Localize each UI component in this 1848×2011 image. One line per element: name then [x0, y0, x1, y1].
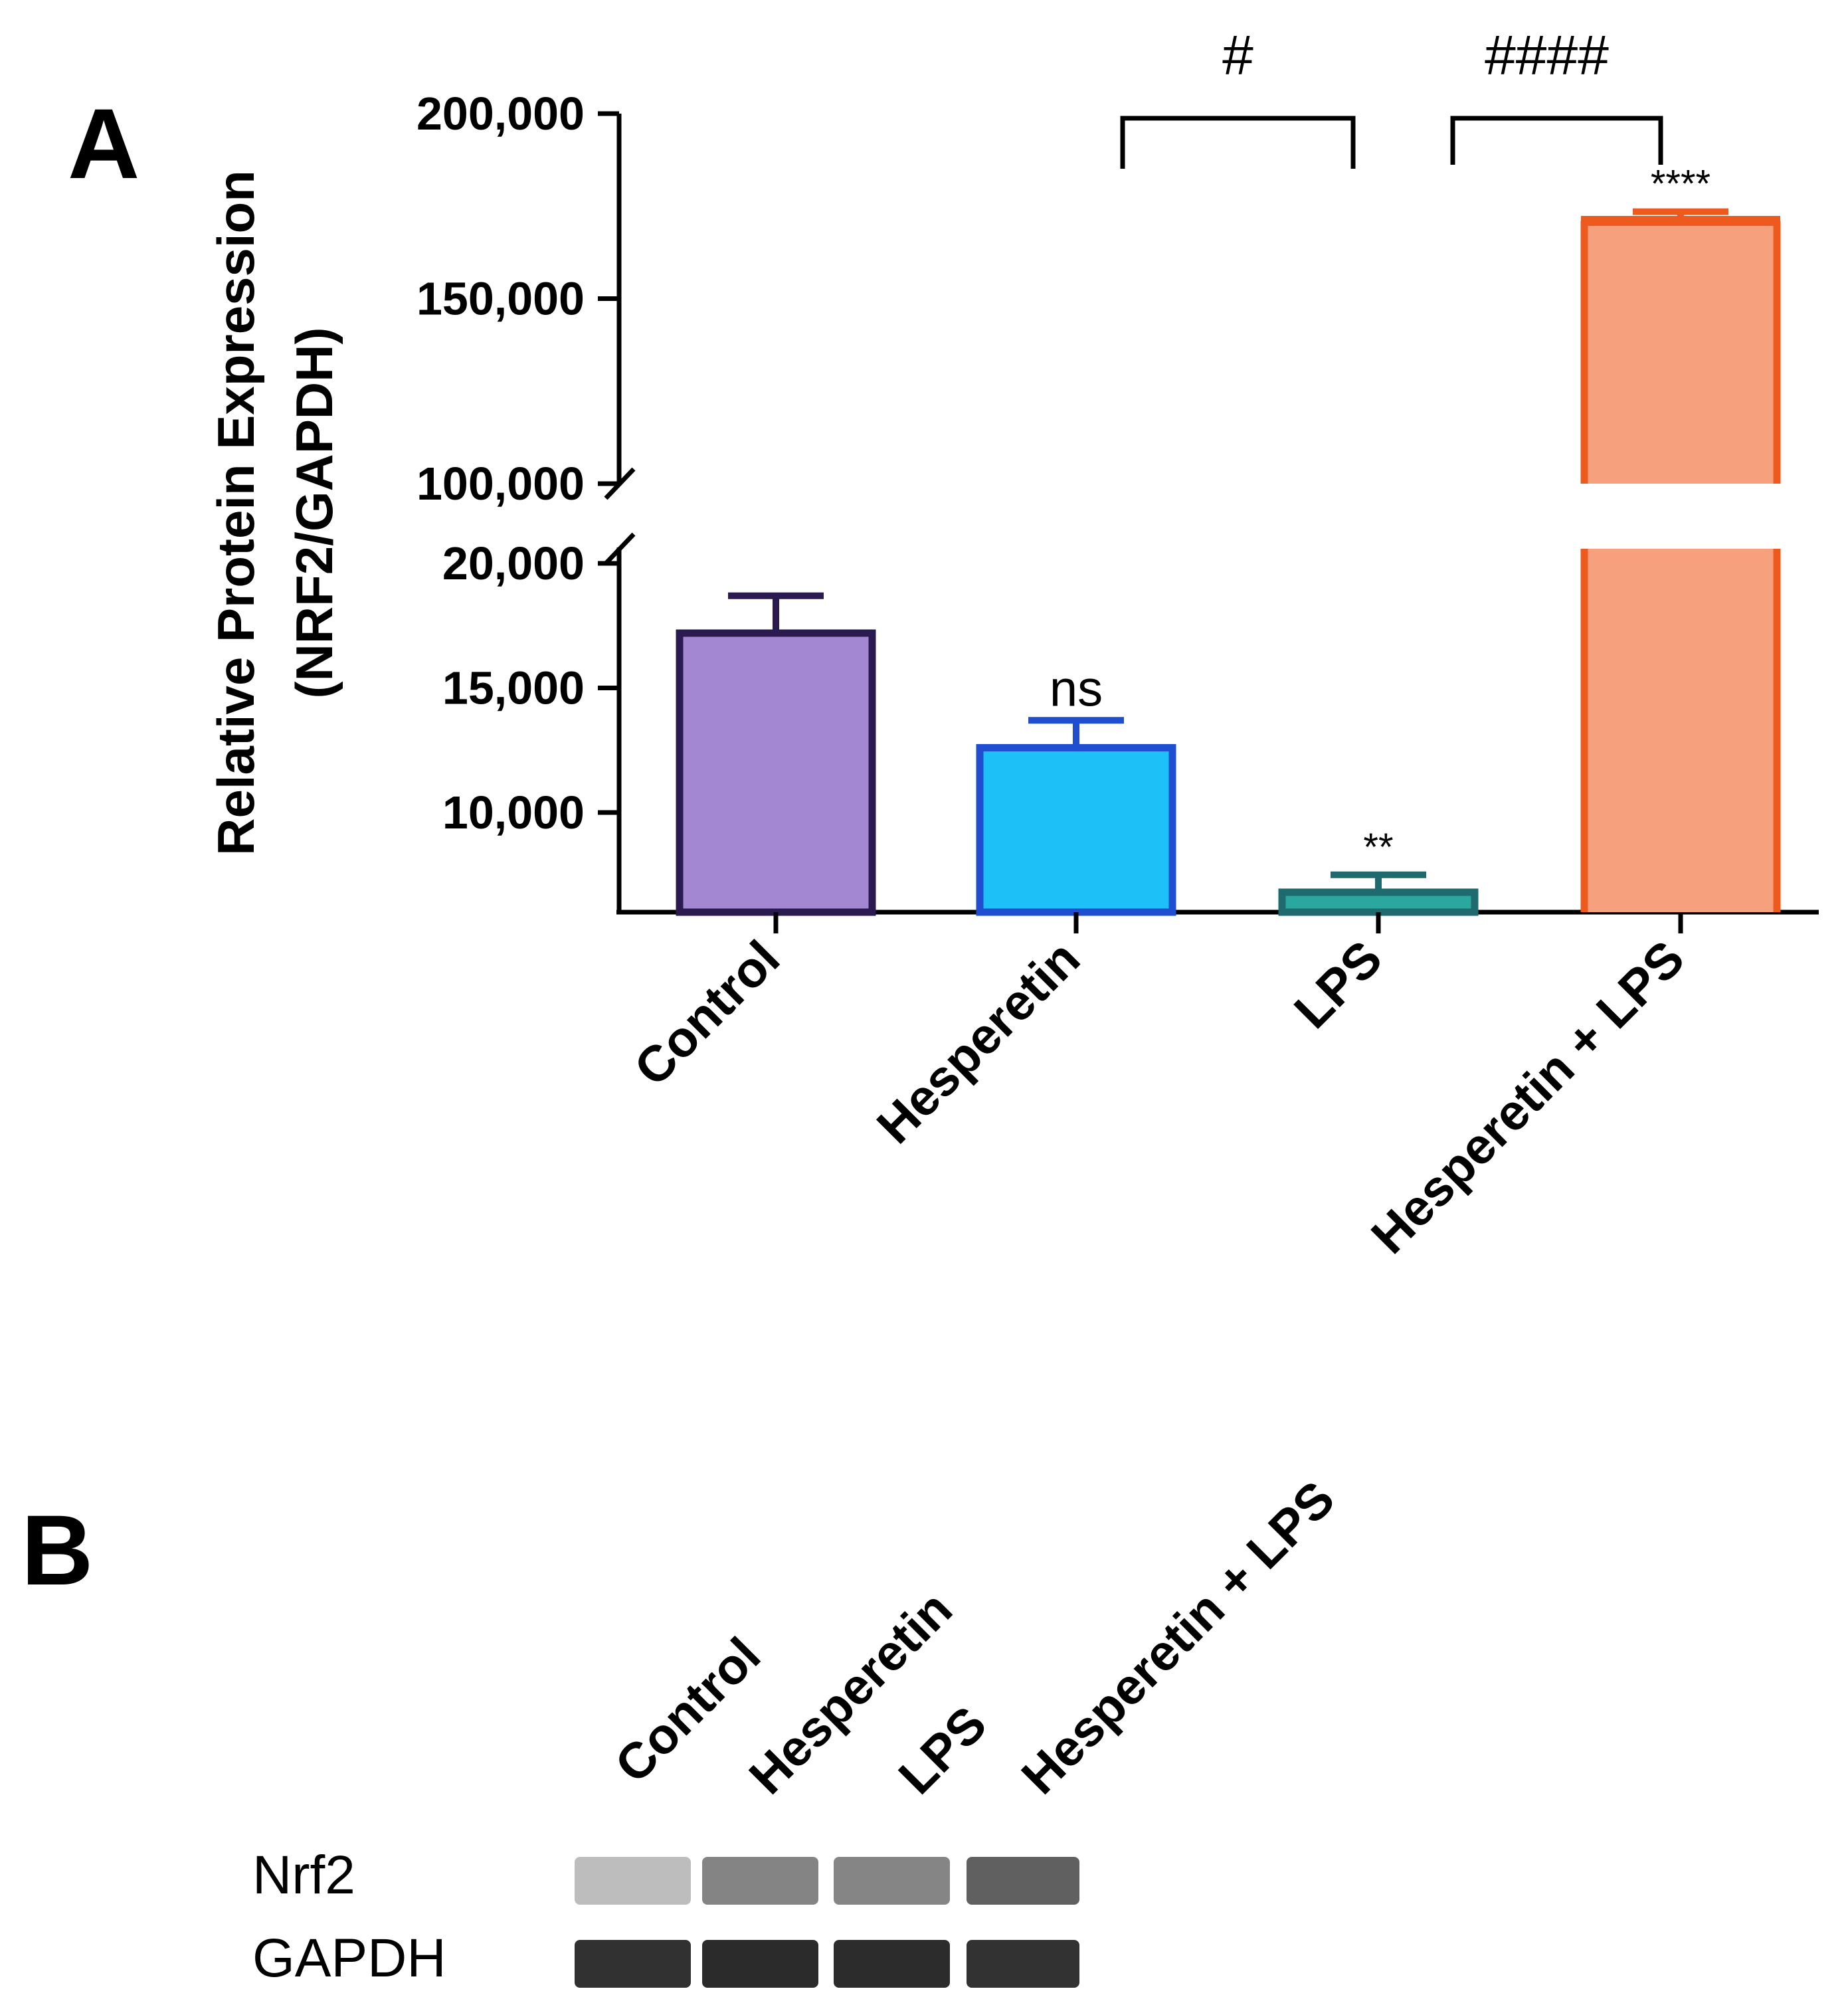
- significance-label: ns: [1050, 660, 1103, 717]
- blot-band: [702, 1857, 818, 1905]
- x-tick-label: Control: [624, 930, 790, 1097]
- bars: ns******: [676, 163, 1781, 916]
- comparison-label: #: [1222, 24, 1253, 86]
- y-tick-label: 15,000: [442, 662, 585, 714]
- panel-label-a: A: [68, 88, 139, 199]
- significance-label: **: [1363, 826, 1393, 869]
- blot-band: [834, 1857, 950, 1905]
- blot-row-label: Nrf2: [252, 1845, 355, 1905]
- blot-band: [967, 1940, 1079, 1988]
- y-tick-label: 150,000: [416, 273, 585, 325]
- comparison-label: ####: [1485, 24, 1609, 86]
- blot-band: [575, 1940, 691, 1988]
- blot-band: [702, 1940, 818, 1988]
- blot-lane-label: LPS: [888, 1695, 998, 1805]
- bar: [976, 744, 1176, 916]
- panel-label-b: B: [21, 1494, 93, 1606]
- comparison-brackets: # ####: [1120, 24, 1663, 169]
- bar: [676, 629, 876, 916]
- y-tick-label: 20,000: [442, 537, 585, 589]
- blot-band: [967, 1857, 1079, 1905]
- y-tick-label: 10,000: [442, 787, 585, 838]
- blot-band: [834, 1940, 950, 1988]
- y-axis-label-units: (NRF2/GAPDH): [285, 328, 343, 699]
- blot-band: [575, 1857, 691, 1905]
- significance-label: ****: [1651, 163, 1710, 206]
- y-axis-label: Relative Protein Expression: [207, 170, 265, 856]
- comparison-bracket: [1450, 116, 1663, 165]
- x-tick-label: Hesperetin + LPS: [1360, 930, 1695, 1265]
- x-tick-label: LPS: [1283, 930, 1393, 1040]
- bar-upper-segment: [1584, 221, 1777, 484]
- blot-lane-label: Hesperetin + LPS: [1011, 1470, 1346, 1805]
- x-tick-label: Hesperetin: [866, 930, 1091, 1155]
- y-ticks: 10,000 15,000 20,000 100,000 150,000 200,000: [416, 88, 619, 838]
- blot-row-label: GAPDH: [252, 1928, 446, 1988]
- comparison-bracket: [1120, 116, 1356, 169]
- bar: [1278, 888, 1479, 916]
- y-tick-label: 200,000: [416, 88, 585, 140]
- y-tick-label: 100,000: [416, 458, 585, 510]
- axis-break-mark-lower: [604, 532, 636, 565]
- bar-lower-segment: [1584, 549, 1777, 912]
- axis-break-mark-upper: [604, 467, 636, 500]
- y-axis-title: Relative Protein Expression (NRF2/GAPDH): [207, 170, 343, 856]
